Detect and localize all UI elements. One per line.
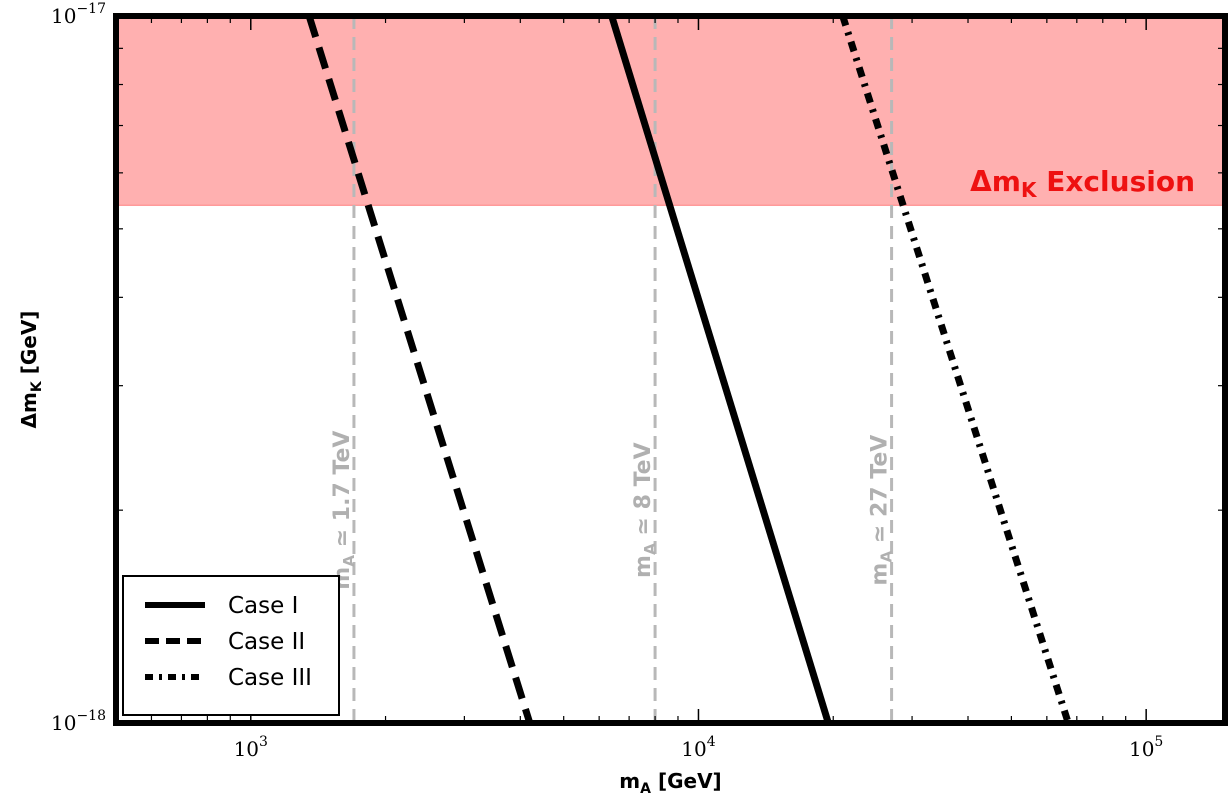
x-tick-label-2: 104 [681, 734, 715, 761]
y-tick-label-1: 10−18 [51, 708, 106, 735]
legend-label-3: Case III [228, 665, 312, 691]
series-line-case-i [608, 14, 832, 725]
legend-label-2: Case II [228, 629, 305, 655]
reference-line-label-1: mA ≃ 1.7 TeV [330, 431, 358, 590]
legend-box [122, 575, 340, 716]
series-line-case-ii [305, 14, 534, 725]
exclusion-label: ΔmK Exclusion [970, 165, 1195, 202]
reference-line-label-3: mA ≃ 27 TeV [868, 435, 896, 586]
x-tick-label-1: 103 [234, 734, 268, 761]
y-axis-label: ΔmK [GeV] [17, 311, 45, 429]
x-tick-label-3: 105 [1129, 734, 1163, 761]
reference-label-group-2: mA ≃ 8 TeV [631, 442, 659, 578]
plot-frame [113, 13, 1228, 726]
y-axis-label-group: ΔmK [GeV] [17, 311, 45, 429]
reference-label-group-1: mA ≃ 1.7 TeV [330, 431, 358, 590]
legend-label-1: Case I [228, 593, 298, 619]
reference-line-label-2: mA ≃ 8 TeV [631, 442, 659, 578]
reference-label-group-3: mA ≃ 27 TeV [868, 435, 896, 586]
y-tick-label-2: 10−17 [51, 1, 106, 28]
x-axis-label: mA [GeV] [619, 769, 721, 797]
exclusion-band [116, 16, 1225, 206]
